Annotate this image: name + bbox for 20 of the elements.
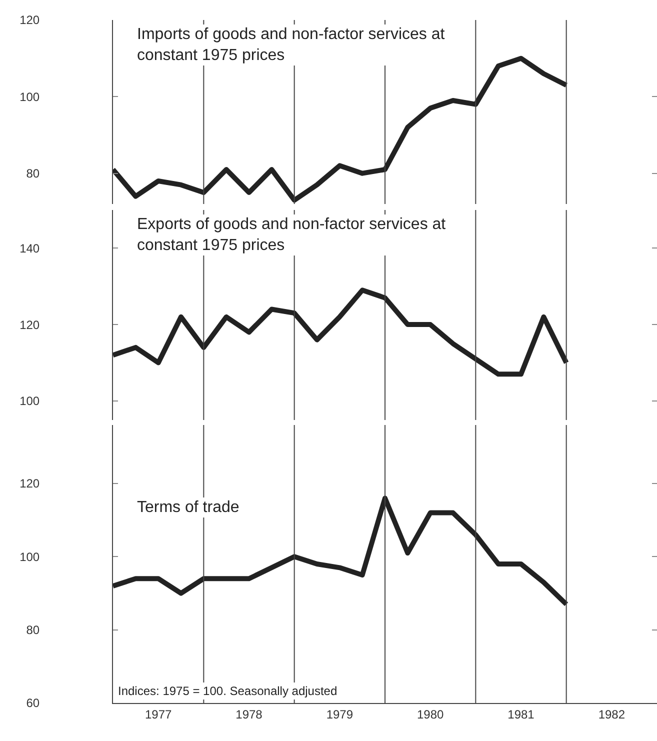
text: Imports of goods and non-factor services at constant 1975 prices [137, 26, 446, 64]
x-tick-label: 1977 [144, 707, 172, 722]
y-tick-label: 120 [20, 476, 40, 491]
text: Terms of trade [137, 499, 240, 516]
y-tick-label: 80 [26, 623, 40, 638]
x-tick-label: 1981 [508, 707, 535, 722]
y-tick-label: 100 [20, 394, 40, 408]
y-tick-label: 140 [20, 241, 40, 256]
x-tick-label: 1979 [326, 707, 354, 722]
x-tick-label: 1978 [236, 707, 263, 722]
y-tick-label: 120 [20, 318, 40, 332]
y-tick-label: 120 [20, 13, 40, 28]
annotation: Indices: 1975 = 100. Seasonally adjusted [118, 684, 338, 698]
x-tick-label: 1980 [416, 707, 444, 722]
y-tick-label: 60 [26, 696, 40, 710]
y-tick-label: 80 [26, 166, 40, 181]
y-tick-label: 100 [20, 90, 40, 104]
x-tick-label: 1982 [598, 707, 626, 722]
text: Exports of goods and non-factor services at constant 1975 prices [137, 216, 446, 254]
y-tick-label: 100 [20, 550, 40, 564]
